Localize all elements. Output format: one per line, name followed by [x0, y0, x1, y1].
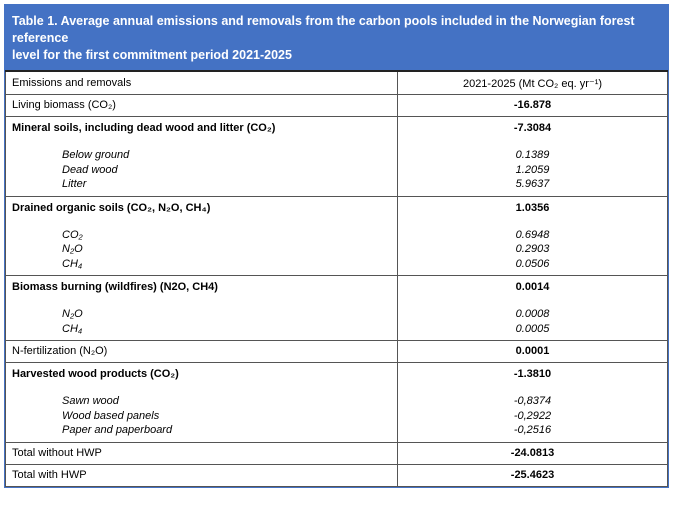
sub-value: 0.0506	[515, 257, 550, 270]
row-value: -16.878	[397, 94, 668, 117]
sub-label: Litter	[62, 178, 87, 190]
table-caption: Table 1. Average annual emissions and re…	[5, 5, 668, 70]
table-row-drained-organic-soils: Drained organic soils (CO₂, N₂O, CH₄) CO…	[5, 195, 668, 276]
sub-label: Sawn wood	[62, 395, 119, 407]
row-label: Biomass burning (wildfires) (N2O, CH4)	[12, 281, 218, 293]
sub-label: Paper and paperboard	[62, 424, 173, 436]
table-header-row: Emissions and removals 2021-2025 (Mt CO₂…	[5, 70, 668, 95]
table-row-total-without-hwp: Total without HWP -24.0813	[5, 441, 668, 465]
sub-label: N₂O	[62, 243, 83, 255]
sub-value: 0.0008	[515, 308, 550, 320]
sub-value: 0.6948	[515, 228, 550, 241]
sub-label: Below ground	[62, 149, 130, 161]
header-period: 2021-2025 (Mt CO₂ eq. yr⁻¹)	[397, 70, 668, 95]
sub-value: 0.1389	[515, 149, 550, 161]
row-label: Harvested wood products (CO₂)	[12, 368, 179, 380]
sub-value: -0,2922	[513, 409, 552, 422]
row-value: -25.4623	[397, 463, 668, 487]
row-label: N-fertilization (N₂O)	[5, 340, 398, 363]
sub-label: Dead wood	[62, 163, 118, 176]
caption-line-1: Table 1. Average annual emissions and re…	[12, 14, 635, 45]
table-row-biomass-burning: Biomass burning (wildfires) (N2O, CH4) N…	[5, 275, 668, 341]
row-value: -7.3084	[513, 122, 552, 134]
row-label: Living biomass (CO₂)	[5, 94, 398, 117]
sub-label: CO₂	[62, 228, 83, 241]
sub-label: Wood based panels	[62, 409, 160, 422]
row-label: Total with HWP	[5, 463, 398, 487]
table-row-total-with-hwp: Total with HWP -25.4623	[5, 463, 668, 487]
sub-label: CH₄	[62, 257, 83, 270]
sub-value: 0.2903	[515, 243, 550, 255]
sub-value: 0.0005	[515, 322, 550, 335]
row-value: -1.3810	[513, 368, 552, 380]
caption-line-2: level for the first commitment period 20…	[12, 48, 292, 62]
row-label: Total without HWP	[5, 441, 398, 465]
table-row-harvested-wood-products: Harvested wood products (CO₂) Sawn wood …	[5, 362, 668, 443]
row-value: 1.0356	[515, 201, 550, 214]
table-row-living-biomass: Living biomass (CO₂) -16.878	[5, 94, 668, 117]
emissions-table: Emissions and removals 2021-2025 (Mt CO₂…	[5, 70, 668, 487]
sub-value: -0,8374	[513, 395, 552, 407]
sub-value: 5.9637	[515, 178, 550, 190]
row-label: Drained organic soils (CO₂, N₂O, CH₄)	[12, 201, 211, 214]
header-emissions-removals: Emissions and removals	[5, 70, 398, 95]
sub-value: 1.2059	[515, 163, 550, 176]
row-value: 0.0014	[515, 281, 550, 293]
row-value: -24.0813	[397, 441, 668, 465]
sub-value: -0,2516	[513, 424, 552, 436]
row-value: 0.0001	[397, 340, 668, 363]
table-row-n-fertilization: N-fertilization (N₂O) 0.0001	[5, 340, 668, 363]
sub-label: N₂O	[62, 308, 83, 320]
table-row-mineral-soils: Mineral soils, including dead wood and l…	[5, 116, 668, 197]
sub-label: CH₄	[62, 322, 83, 335]
table-frame: Table 1. Average annual emissions and re…	[4, 4, 669, 488]
row-label: Mineral soils, including dead wood and l…	[12, 122, 276, 134]
